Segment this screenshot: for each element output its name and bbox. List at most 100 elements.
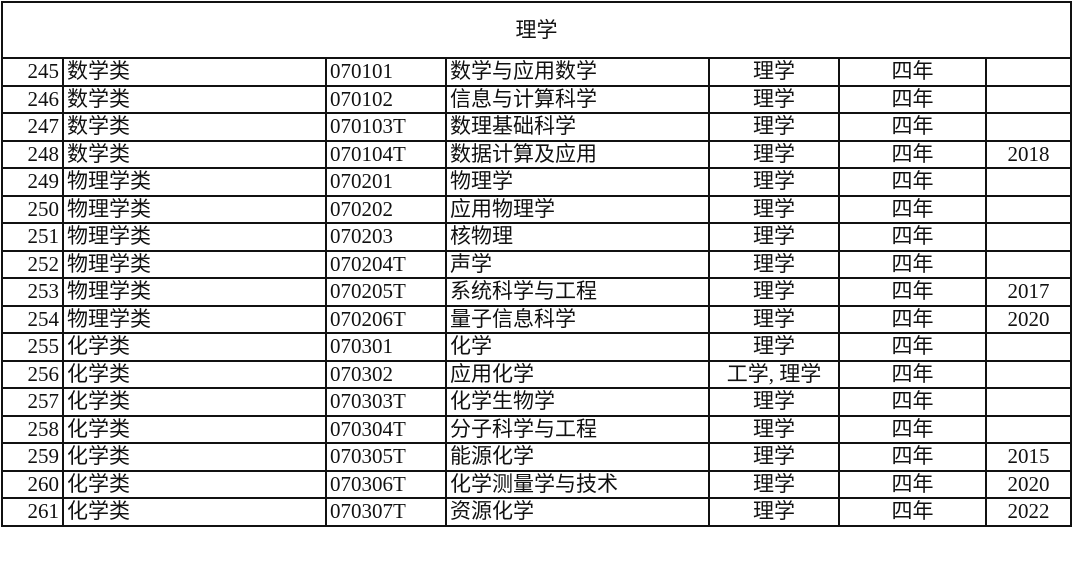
major-name-cell: 声学: [445, 249, 710, 279]
category-cell: 化学类: [62, 442, 327, 472]
duration-cell: 四年: [838, 414, 987, 444]
row-number-cell: 252: [1, 249, 64, 279]
major-code-cell: 070304T: [325, 414, 447, 444]
duration-cell: 四年: [838, 442, 987, 472]
year-added-cell: 2017: [985, 277, 1072, 307]
table-row: 249 物理学类 070201 物理学 理学 四年: [1, 167, 1072, 197]
degree-type-cell: 理学: [708, 497, 840, 527]
degree-type-cell: 理学: [708, 414, 840, 444]
duration-cell: 四年: [838, 57, 987, 87]
degree-type-cell: 理学: [708, 304, 840, 334]
category-cell: 数学类: [62, 84, 327, 114]
major-code-cell: 070101: [325, 57, 447, 87]
degree-type-cell: 理学: [708, 387, 840, 417]
major-catalog-table: 理学 245 数学类 070101 数学与应用数学 理学 四年 246 数学类 070102 信息…: [1, 1, 1072, 527]
year-added-cell: [985, 194, 1072, 224]
major-name-cell: 化学测量学与技术: [445, 469, 710, 499]
category-cell: 化学类: [62, 359, 327, 389]
duration-cell: 四年: [838, 222, 987, 252]
duration-cell: 四年: [838, 304, 987, 334]
year-added-cell: 2020: [985, 304, 1072, 334]
category-cell: 物理学类: [62, 249, 327, 279]
row-number-cell: 247: [1, 112, 64, 142]
major-name-cell: 应用物理学: [445, 194, 710, 224]
year-added-cell: [985, 57, 1072, 87]
year-added-cell: [985, 222, 1072, 252]
degree-type-cell: 理学: [708, 249, 840, 279]
table-row: 260 化学类 070306T 化学测量学与技术 理学 四年 2020: [1, 469, 1072, 499]
table-row: 256 化学类 070302 应用化学 工学, 理学 四年: [1, 359, 1072, 389]
major-name-cell: 物理学: [445, 167, 710, 197]
category-cell: 数学类: [62, 112, 327, 142]
year-added-cell: [985, 112, 1072, 142]
major-code-cell: 070202: [325, 194, 447, 224]
table-row: 247 数学类 070103T 数理基础科学 理学 四年: [1, 112, 1072, 142]
duration-cell: 四年: [838, 84, 987, 114]
major-code-cell: 070305T: [325, 442, 447, 472]
year-added-cell: [985, 387, 1072, 417]
duration-cell: 四年: [838, 387, 987, 417]
row-number-cell: 250: [1, 194, 64, 224]
row-number-cell: 245: [1, 57, 64, 87]
major-name-cell: 化学生物学: [445, 387, 710, 417]
major-name-cell: 数学与应用数学: [445, 57, 710, 87]
major-code-cell: 070301: [325, 332, 447, 362]
major-name-cell: 核物理: [445, 222, 710, 252]
row-number-cell: 257: [1, 387, 64, 417]
table-row: 257 化学类 070303T 化学生物学 理学 四年: [1, 387, 1072, 417]
table-row: 261 化学类 070307T 资源化学 理学 四年 2022: [1, 497, 1072, 527]
major-code-cell: 070206T: [325, 304, 447, 334]
row-number-cell: 251: [1, 222, 64, 252]
major-name-cell: 应用化学: [445, 359, 710, 389]
row-number-cell: 260: [1, 469, 64, 499]
major-name-cell: 系统科学与工程: [445, 277, 710, 307]
table-row: 258 化学类 070304T 分子科学与工程 理学 四年: [1, 414, 1072, 444]
row-number-cell: 259: [1, 442, 64, 472]
table-row: 252 物理学类 070204T 声学 理学 四年: [1, 249, 1072, 279]
section-header-row: 理学: [1, 1, 1072, 59]
degree-type-cell: 理学: [708, 442, 840, 472]
table-row: 259 化学类 070305T 能源化学 理学 四年 2015: [1, 442, 1072, 472]
category-cell: 数学类: [62, 139, 327, 169]
duration-cell: 四年: [838, 167, 987, 197]
category-cell: 化学类: [62, 332, 327, 362]
major-code-cell: 070204T: [325, 249, 447, 279]
year-added-cell: [985, 359, 1072, 389]
major-code-cell: 070306T: [325, 469, 447, 499]
year-added-cell: 2018: [985, 139, 1072, 169]
major-code-cell: 070302: [325, 359, 447, 389]
duration-cell: 四年: [838, 359, 987, 389]
degree-type-cell: 理学: [708, 84, 840, 114]
degree-type-cell: 理学: [708, 167, 840, 197]
row-number-cell: 255: [1, 332, 64, 362]
table-row: 255 化学类 070301 化学 理学 四年: [1, 332, 1072, 362]
major-name-cell: 数据计算及应用: [445, 139, 710, 169]
degree-type-cell: 理学: [708, 222, 840, 252]
duration-cell: 四年: [838, 469, 987, 499]
degree-type-cell: 理学: [708, 332, 840, 362]
year-added-cell: 2020: [985, 469, 1072, 499]
category-cell: 物理学类: [62, 277, 327, 307]
category-cell: 物理学类: [62, 222, 327, 252]
major-name-cell: 能源化学: [445, 442, 710, 472]
duration-cell: 四年: [838, 194, 987, 224]
section-title: 理学: [1, 1, 1072, 59]
major-code-cell: 070103T: [325, 112, 447, 142]
table-row: 251 物理学类 070203 核物理 理学 四年: [1, 222, 1072, 252]
duration-cell: 四年: [838, 332, 987, 362]
duration-cell: 四年: [838, 112, 987, 142]
year-added-cell: [985, 332, 1072, 362]
year-added-cell: [985, 249, 1072, 279]
table-row: 246 数学类 070102 信息与计算科学 理学 四年: [1, 84, 1072, 114]
table-row: 250 物理学类 070202 应用物理学 理学 四年: [1, 194, 1072, 224]
duration-cell: 四年: [838, 497, 987, 527]
row-number-cell: 254: [1, 304, 64, 334]
category-cell: 物理学类: [62, 304, 327, 334]
major-name-cell: 化学: [445, 332, 710, 362]
year-added-cell: [985, 414, 1072, 444]
major-name-cell: 分子科学与工程: [445, 414, 710, 444]
year-added-cell: [985, 167, 1072, 197]
table-row: 254 物理学类 070206T 量子信息科学 理学 四年 2020: [1, 304, 1072, 334]
category-cell: 化学类: [62, 497, 327, 527]
year-added-cell: 2022: [985, 497, 1072, 527]
